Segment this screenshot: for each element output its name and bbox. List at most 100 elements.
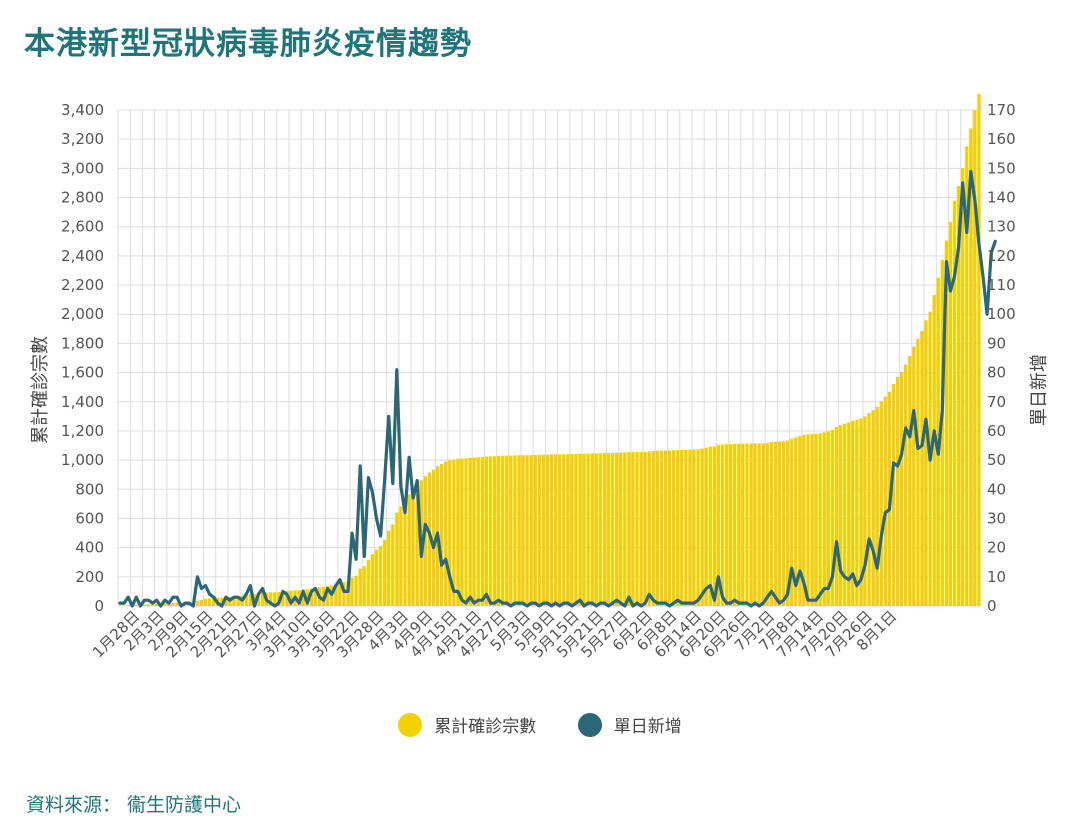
bar-cumulative (745, 443, 749, 606)
bar-cumulative (798, 435, 802, 606)
bar-cumulative (708, 446, 712, 606)
bar-cumulative (525, 455, 529, 606)
legend: 累計確診宗數 單日新增 (0, 712, 1080, 742)
bar-cumulative (423, 476, 427, 606)
y-tick-label: 2,200 (61, 276, 104, 294)
y2-tick-label: 0 (987, 597, 997, 615)
bar-cumulative (224, 597, 228, 606)
bar-cumulative (610, 452, 615, 606)
bar-cumulative (439, 463, 444, 606)
bar-cumulative (883, 396, 887, 606)
bar-cumulative (297, 590, 301, 606)
bar-cumulative (895, 376, 900, 606)
bar-cumulative (558, 454, 562, 606)
bar-cumulative (354, 575, 358, 606)
y2-tick-label: 70 (987, 393, 1006, 411)
bar-cumulative (627, 452, 631, 606)
bar-cumulative (692, 449, 696, 606)
bar-cumulative (448, 460, 452, 606)
bar-cumulative (753, 443, 757, 606)
y2-tick-label: 60 (987, 422, 1006, 440)
legend-label-cumulative: 累計確診宗數 (434, 717, 537, 737)
bar-cumulative (965, 146, 969, 606)
bar-cumulative (382, 539, 387, 606)
bar-cumulative (623, 452, 627, 606)
bar-cumulative (729, 444, 733, 606)
bar-cumulative (961, 168, 965, 607)
bar-cumulative (509, 455, 513, 606)
bar-cumulative (712, 446, 717, 606)
bar-cumulative (908, 356, 912, 606)
bar-cumulative (134, 604, 138, 606)
bar-cumulative (370, 554, 375, 606)
bar-cumulative (704, 447, 708, 606)
bar-cumulative (521, 455, 525, 606)
bar-cumulative (260, 592, 265, 606)
bar-cumulative (517, 455, 521, 606)
bar-cumulative (460, 458, 464, 606)
bar-cumulative (281, 591, 285, 606)
bar-cumulative (651, 450, 655, 606)
y-tick-label: 3,400 (61, 101, 104, 119)
bar-cumulative (615, 452, 619, 606)
bar-cumulative (142, 604, 147, 606)
bar-cumulative (415, 482, 419, 606)
bar-cumulative (794, 437, 798, 606)
bar-cumulative (313, 587, 318, 606)
bar-cumulative (586, 453, 590, 606)
y-tick-label: 400 (75, 539, 104, 557)
y2-tick-label: 30 (987, 509, 1006, 527)
y-tick-label: 1,200 (61, 422, 104, 440)
bar-cumulative (285, 590, 289, 606)
legend-item-cumulative[interactable]: 累計確診宗數 (398, 712, 536, 737)
bar-cumulative (700, 448, 704, 606)
y2-tick-label: 160 (987, 130, 1016, 148)
bar-cumulative (802, 434, 806, 606)
left-axis-ticks: 0 200 400 600 800 1,000 1,200 1,400 1,600 1,800 2,… (61, 101, 104, 615)
bar-cumulative (248, 594, 252, 606)
bar-cumulative (476, 457, 480, 606)
legend-item-daily[interactable]: 單日新增 (577, 712, 682, 737)
bar-cumulative (244, 595, 248, 606)
bar-cumulative (578, 453, 582, 606)
y-tick-label: 200 (75, 568, 104, 586)
bar-cumulative (444, 461, 448, 606)
bar-cumulative (175, 602, 179, 606)
y-tick-label: 800 (75, 480, 104, 498)
bar-cumulative (741, 443, 745, 606)
bar-cumulative (273, 592, 277, 606)
y2-tick-label: 110 (987, 276, 1016, 294)
bar-cumulative (842, 423, 847, 606)
bar-cumulative (203, 598, 208, 606)
bar-cumulative (891, 383, 896, 606)
y2-tick-label: 150 (987, 159, 1016, 177)
bar-cumulative (806, 434, 810, 606)
bar-cumulative (688, 449, 692, 606)
bar-cumulative (777, 441, 782, 606)
bar-cumulative (598, 453, 603, 606)
left-axis-label: 累計確診宗數 (30, 336, 51, 444)
bar-cumulative (619, 452, 623, 606)
bar-cumulative (232, 596, 236, 606)
bar-cumulative (834, 426, 839, 606)
bar-cumulative (427, 472, 432, 606)
bar-cumulative (350, 577, 354, 606)
bar-cumulative (496, 455, 501, 606)
bar-cumulative (411, 489, 415, 606)
bar-cumulative (855, 419, 859, 606)
bar-cumulative (464, 458, 468, 606)
bar-cumulative (781, 441, 786, 606)
bar-cumulative (346, 581, 350, 606)
bar-cumulative (378, 546, 383, 606)
y2-tick-label: 80 (987, 364, 1006, 382)
y-tick-label: 1,600 (61, 364, 104, 382)
bar-cumulative (505, 455, 509, 606)
bar-cumulative (403, 501, 407, 606)
bar-cumulative (549, 454, 554, 606)
bar-cumulative (769, 442, 773, 606)
bar-cumulative (529, 455, 533, 606)
y-tick-label: 1,400 (61, 393, 104, 411)
bar-cumulative (566, 454, 570, 606)
y2-tick-label: 50 (987, 451, 1006, 469)
bar-cumulative (501, 455, 505, 606)
